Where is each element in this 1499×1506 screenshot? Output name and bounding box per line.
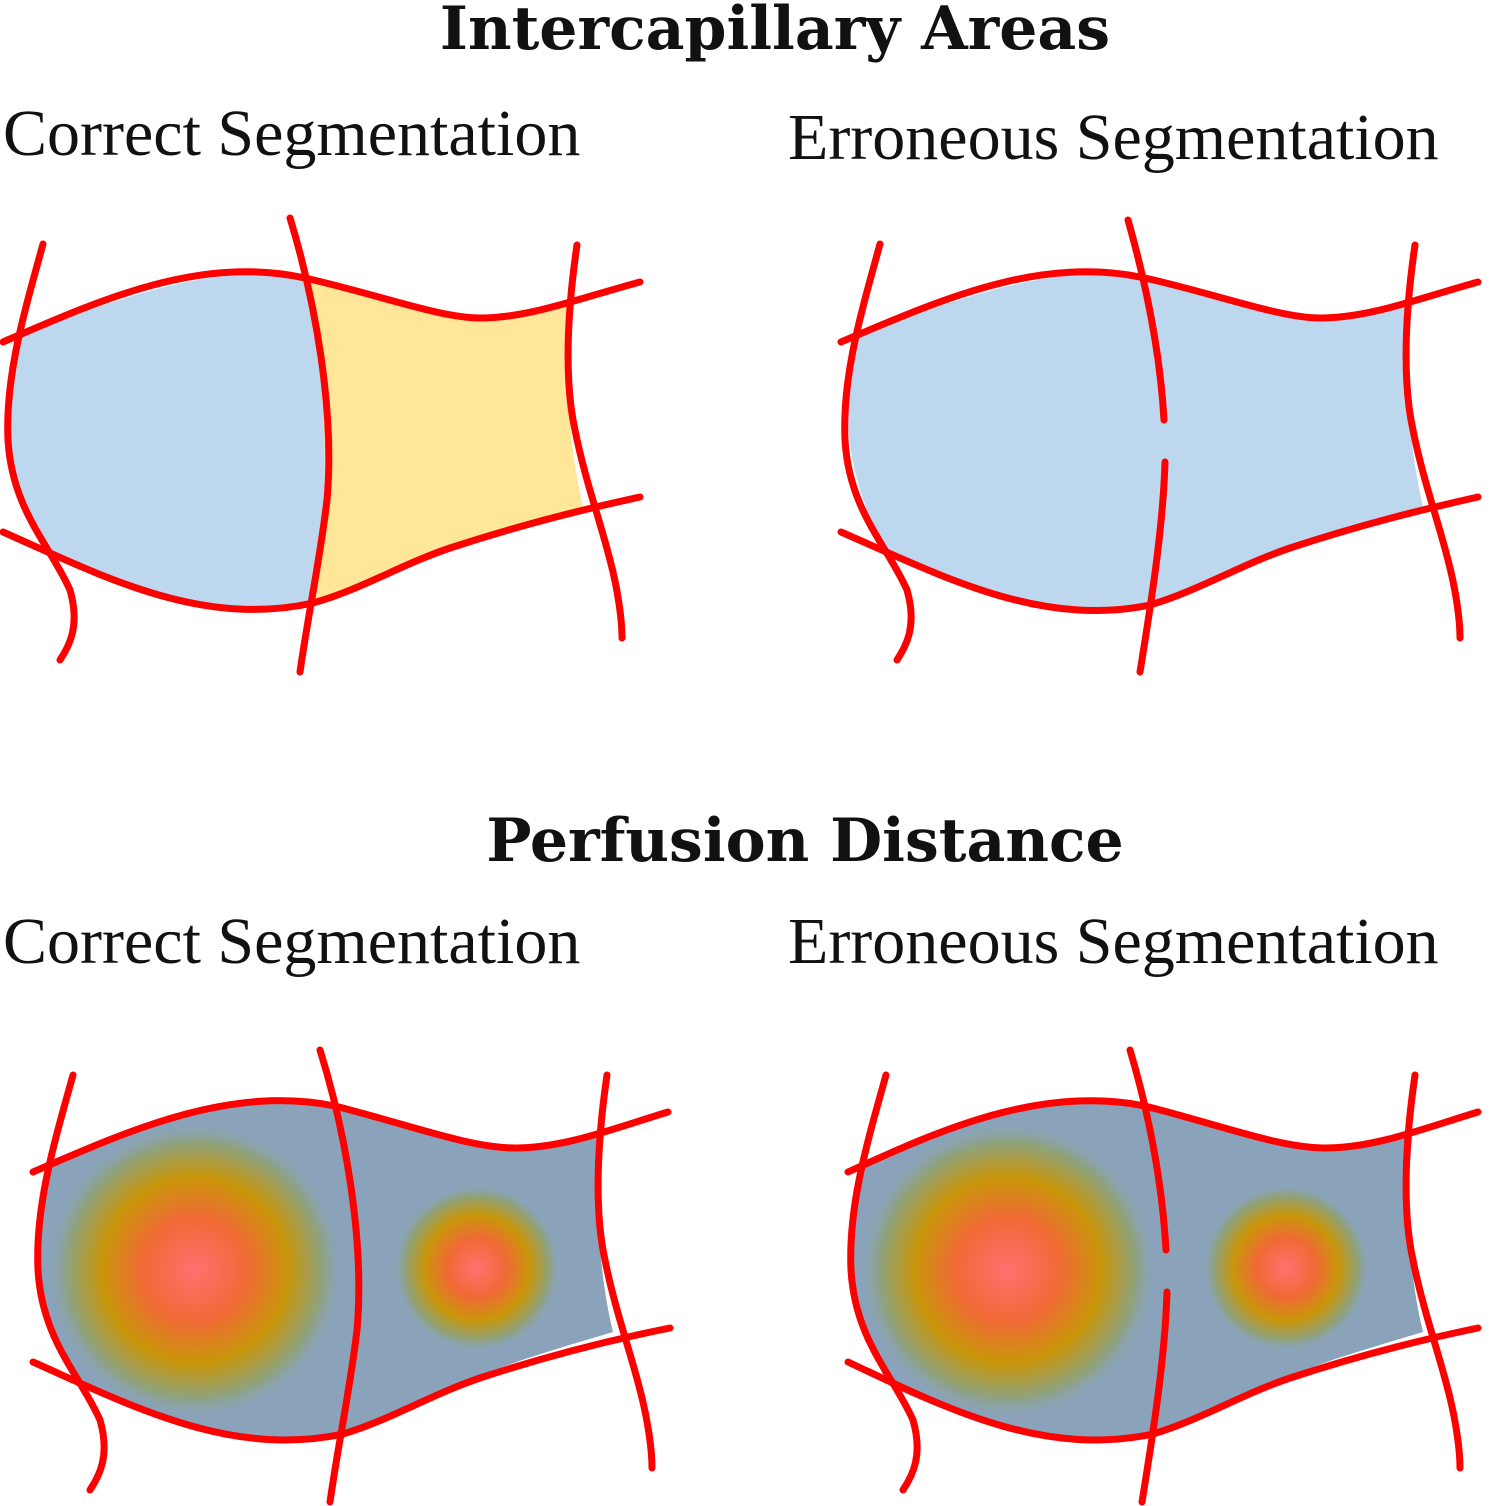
- capillary-vertical-3: [1402, 1071, 1464, 1472]
- capillary-horizontal-top: [837, 268, 1482, 346]
- capillary-vertical-3: [1402, 241, 1464, 642]
- capillary-vertical-2-lower: [1136, 458, 1169, 676]
- panel-label-correct-bottom: Correct Segmentation: [3, 905, 581, 978]
- capillary-vertical-2-lower: [1138, 1288, 1171, 1506]
- intercapillary-area-right: [305, 280, 583, 605]
- capillary-vertical-2-upper: [1124, 216, 1168, 424]
- capillary-horizontal-top: [844, 1097, 1482, 1176]
- capillary-horizontal-bottom: [0, 493, 644, 613]
- capillary-horizontal-top: [29, 1097, 672, 1176]
- capillary-horizontal-bottom: [844, 1324, 1482, 1444]
- capillary-vertical-1: [4, 240, 78, 664]
- capillary-horizontal-bottom: [837, 493, 1482, 615]
- intercapillary-area-merged: [847, 274, 1423, 612]
- capillary-lines-erroneous: [837, 216, 1482, 676]
- panel-intercapillary-correct: [0, 214, 644, 676]
- panel-intercapillary-erroneous: [837, 216, 1482, 676]
- panel-label-erroneous-top: Erroneous Segmentation: [788, 101, 1439, 174]
- capillary-vertical-2: [316, 1046, 363, 1506]
- capillary-vertical-2-upper: [1126, 1046, 1170, 1254]
- capillary-lines-perfusion: [29, 1046, 674, 1506]
- panel-perfusion-erroneous: [844, 1046, 1482, 1506]
- capillary-vertical-2: [286, 214, 333, 676]
- panel-label-correct-top: Correct Segmentation: [3, 97, 581, 170]
- capillary-horizontal-top: [0, 268, 644, 346]
- panel-perfusion-correct: [29, 1046, 674, 1506]
- intercapillary-area-left: [8, 274, 325, 611]
- section-title-perfusion: Perfusion Distance: [486, 806, 1124, 876]
- capillary-vertical-1: [841, 240, 915, 664]
- capillary-horizontal-bottom: [29, 1324, 674, 1444]
- perfusion-hotspot-left: [858, 1120, 1158, 1420]
- perfusion-hotspot-right: [392, 1183, 562, 1353]
- capillary-vertical-1: [847, 1071, 921, 1494]
- perfusion-hotspot-left: [45, 1120, 345, 1420]
- section-title-intercapillary: Intercapillary Areas: [439, 0, 1111, 64]
- panel-label-erroneous-bottom: Erroneous Segmentation: [788, 905, 1439, 978]
- capillary-vertical-3: [564, 241, 626, 642]
- capillary-lines-perfusion-erroneous: [844, 1046, 1482, 1506]
- capillary-lines: [0, 214, 644, 676]
- perfusion-hotspot-right: [1201, 1183, 1371, 1353]
- capillary-vertical-3: [594, 1071, 656, 1472]
- capillary-vertical-1: [34, 1071, 108, 1494]
